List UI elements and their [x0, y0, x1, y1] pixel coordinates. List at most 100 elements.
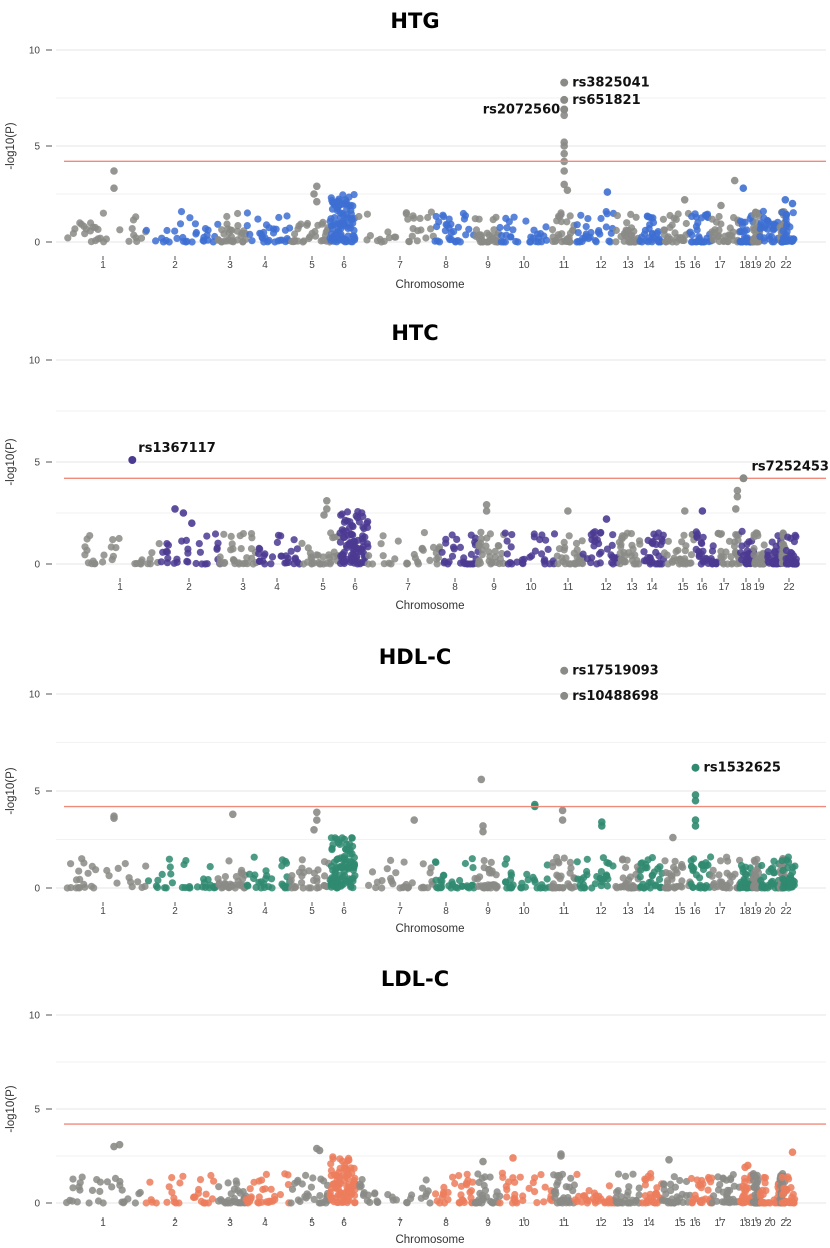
snp-point	[349, 874, 357, 882]
snp-point	[315, 1146, 324, 1155]
snp-point	[560, 180, 568, 189]
snp-point	[331, 870, 339, 878]
snp-point	[346, 518, 354, 526]
snp-point	[142, 226, 150, 234]
snp-point	[625, 1183, 633, 1191]
snp-point	[691, 796, 700, 805]
point-cloud	[63, 1153, 799, 1207]
snp-point	[320, 1177, 328, 1185]
snp-point	[562, 554, 570, 562]
snp-point	[442, 535, 450, 543]
snp-point	[669, 833, 677, 842]
snp-point	[234, 209, 242, 218]
snp-point	[346, 541, 354, 549]
snp-label: rs651821	[572, 93, 640, 108]
snp-point	[479, 238, 487, 246]
x-tick-label: 2	[172, 1218, 178, 1229]
snp-point	[691, 816, 700, 824]
snp-point	[574, 229, 582, 237]
snp-point	[646, 1190, 654, 1198]
snp-point	[405, 238, 413, 246]
snp-point	[560, 854, 568, 862]
snp-point	[630, 227, 638, 235]
snp-point	[273, 538, 281, 547]
snp-point	[494, 542, 502, 550]
snp-point	[499, 1173, 507, 1181]
snp-point	[496, 1199, 504, 1207]
snp-point	[787, 534, 795, 542]
snp-point	[298, 539, 306, 548]
snp-point	[227, 237, 235, 245]
snp-point	[225, 857, 233, 865]
snp-point	[493, 1188, 501, 1196]
snp-point	[565, 238, 574, 246]
snp-point	[668, 221, 676, 229]
y-tick-label: 0	[34, 1199, 40, 1210]
snp-point	[740, 1185, 748, 1193]
snp-point	[302, 1171, 310, 1179]
snp-point	[438, 548, 446, 556]
snp-point	[758, 884, 766, 892]
snp-point	[334, 875, 342, 884]
snp-point	[447, 220, 455, 228]
snp-point	[756, 225, 764, 233]
snp-point	[649, 1198, 657, 1207]
snp-point	[653, 1184, 661, 1192]
snp-point	[288, 884, 296, 892]
y-tick-label: 5	[34, 458, 40, 469]
snp-point	[708, 872, 716, 880]
snp-point	[479, 827, 487, 836]
snp-point	[503, 550, 511, 558]
x-tick-label: 19	[753, 582, 765, 593]
x-tick-label: 17	[714, 906, 726, 917]
snp-point	[591, 237, 600, 245]
snp-point	[211, 530, 220, 538]
snp-point	[432, 1190, 440, 1198]
snp-point	[127, 878, 135, 886]
snp-point	[298, 879, 306, 887]
x-tick-label: 8	[443, 260, 449, 271]
snp-point	[364, 1191, 372, 1199]
x-tick-label: 22	[780, 1218, 792, 1229]
snp-point	[389, 1196, 397, 1204]
chart-title: LDL-C	[381, 967, 449, 991]
snp-point	[315, 883, 323, 892]
snp-point	[269, 229, 278, 237]
snp-point	[72, 884, 80, 892]
snp-point	[178, 537, 186, 545]
snp-point	[542, 223, 550, 231]
snp-point	[358, 1176, 366, 1184]
snp-point	[457, 1191, 465, 1199]
snp-point	[313, 197, 321, 206]
x-axis-label: Chromosome	[395, 1234, 464, 1246]
snp-point	[733, 492, 742, 501]
snp-point	[586, 233, 594, 241]
snp-point	[261, 1185, 269, 1193]
y-tick-label: 0	[34, 238, 40, 249]
snp-point	[610, 554, 618, 562]
x-tick-label: 10	[518, 260, 530, 271]
snp-point	[529, 234, 537, 242]
snp-point	[102, 235, 110, 243]
snp-point	[262, 221, 271, 229]
snp-point	[246, 870, 254, 878]
snp-point	[249, 560, 257, 568]
snp-point	[637, 866, 645, 874]
snp-point	[165, 238, 173, 246]
snp-point	[783, 1185, 791, 1194]
x-tick-label: 12	[595, 260, 607, 271]
snp-point	[723, 1190, 731, 1198]
snp-point	[221, 558, 229, 567]
snp-point	[565, 532, 573, 540]
x-tick-label: 5	[309, 906, 315, 917]
snp-point	[178, 883, 186, 892]
snp-point	[659, 531, 667, 539]
x-tick-label: 14	[643, 906, 655, 917]
x-tick-label: 8	[452, 582, 458, 593]
snp-point	[237, 869, 245, 877]
snp-point	[750, 1199, 758, 1207]
y-axis-label: -log10(P)	[5, 438, 17, 485]
snp-point	[492, 558, 500, 567]
snp-point	[523, 870, 531, 878]
